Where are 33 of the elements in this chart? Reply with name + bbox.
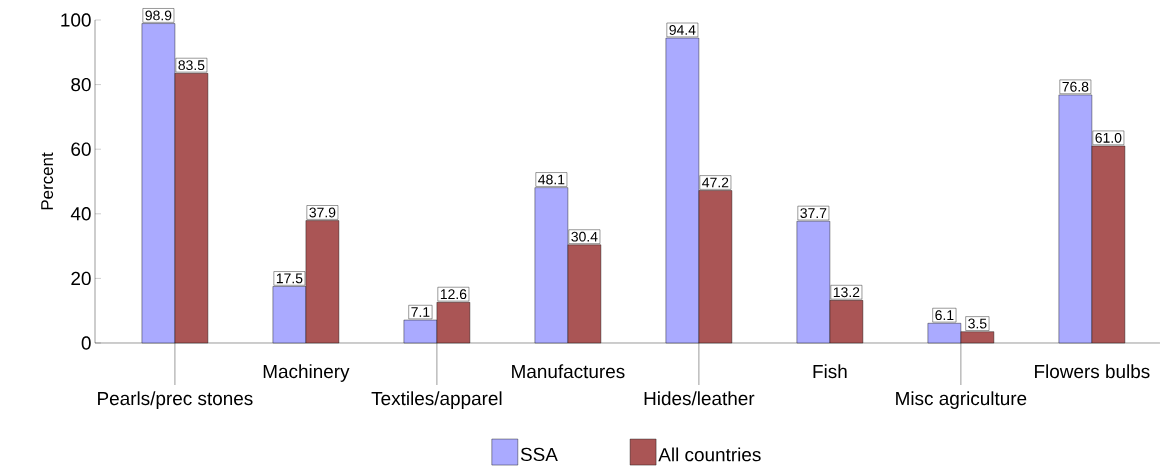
data-label: 98.9: [145, 10, 172, 21]
data-label: 37.9: [309, 207, 336, 218]
x-tick-label: Flowers bulbs: [1035, 364, 1150, 379]
y-tick-label: 60: [71, 142, 91, 156]
y-tick-label: 80: [71, 77, 91, 92]
x-tick-label: Machinery: [263, 364, 350, 382]
y-tick-label: 100: [61, 13, 91, 27]
data-label: 76.8: [1062, 81, 1089, 92]
x-tick-label: Hides/leather: [644, 391, 755, 406]
data-label: 7.1: [411, 307, 430, 317]
data-label: 61.0: [1095, 132, 1122, 143]
data-label: 6.1: [935, 310, 954, 321]
x-tick-label: Pearls/prec stones: [98, 391, 253, 409]
y-tick-label: 20: [71, 271, 91, 286]
data-label: 83.5: [178, 60, 205, 71]
data-label: 13.2: [833, 287, 860, 298]
x-tick-label: Manufactures: [512, 364, 625, 379]
data-label: 3.5: [968, 318, 987, 329]
y-axis-title: Percent: [41, 152, 54, 210]
data-label: 37.7: [800, 208, 827, 219]
legend-label: All countries: [658, 447, 761, 462]
x-tick-label: Textiles/apparel: [371, 391, 502, 409]
data-label: 30.4: [571, 231, 598, 242]
y-tick-label: 40: [70, 207, 91, 221]
data-label: 94.4: [669, 25, 696, 35]
x-tick-label: Fish: [813, 364, 847, 379]
legend-label: SSA: [520, 447, 558, 462]
x-tick-label: Misc agriculture: [896, 391, 1027, 409]
data-label: 48.1: [538, 174, 565, 185]
data-label: 17.5: [276, 273, 303, 284]
data-label: 12.6: [440, 289, 467, 300]
y-tick-label: 0: [81, 336, 91, 350]
data-label: 47.2: [702, 177, 729, 188]
